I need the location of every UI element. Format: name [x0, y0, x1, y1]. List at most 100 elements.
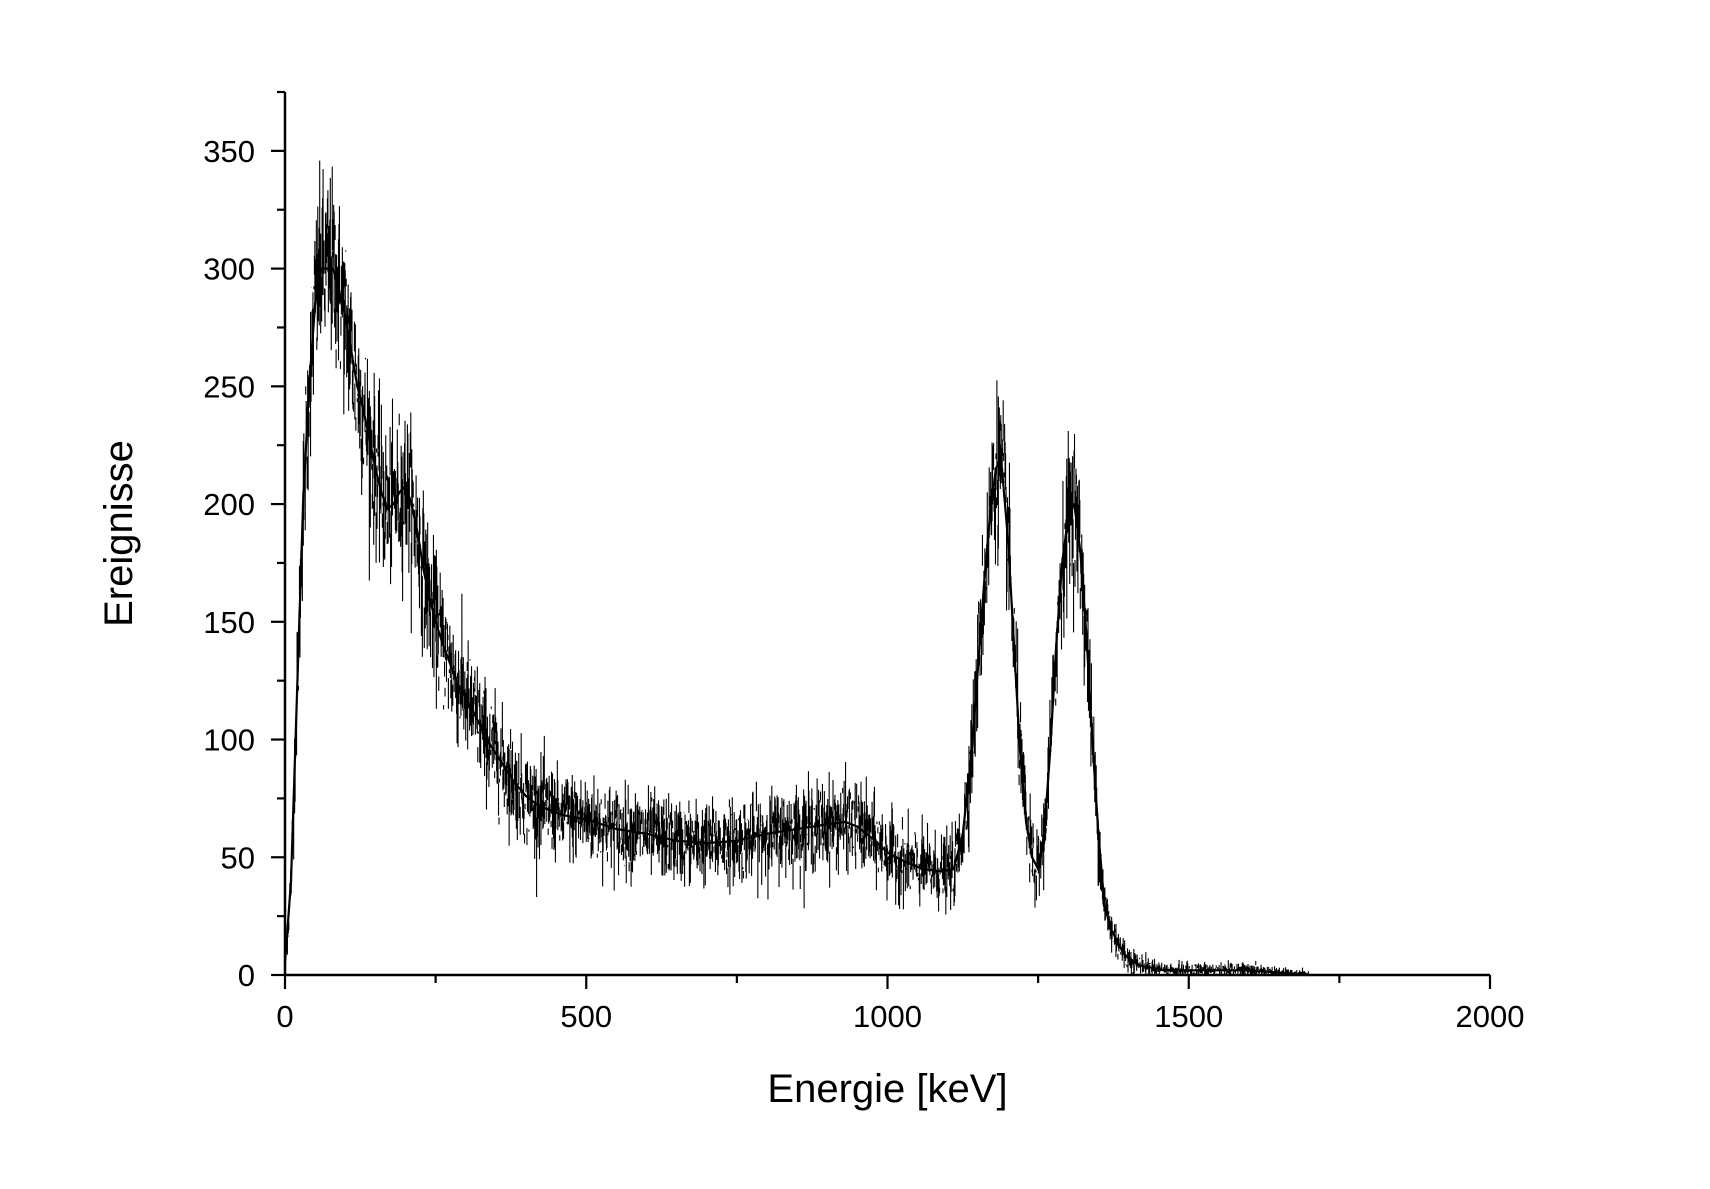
x-axis-ticks — [283, 975, 1492, 989]
data-point — [961, 832, 965, 835]
data-point — [856, 825, 859, 828]
data-point — [313, 302, 317, 306]
x-tick-label: 2000 — [1456, 999, 1525, 1034]
data-point — [560, 813, 564, 817]
data-point — [1036, 867, 1040, 871]
y-tick-label: 350 — [203, 134, 255, 169]
y-tick-label: 50 — [221, 840, 255, 875]
data-point — [524, 794, 528, 798]
data-point — [416, 531, 419, 534]
data-point — [1073, 502, 1076, 506]
data-point — [332, 267, 335, 270]
data-point — [440, 639, 443, 642]
data-point — [735, 839, 739, 842]
data-point — [1006, 538, 1010, 541]
x-tick-label: 500 — [560, 999, 612, 1034]
y-axis-title: Ereignisse — [97, 440, 141, 627]
data-point — [307, 385, 311, 388]
data-point — [356, 385, 359, 388]
x-axis-tick-labels: 0 500 1000 1500 2000 — [276, 999, 1524, 1034]
data-point — [1175, 969, 1178, 972]
data-point — [1079, 549, 1082, 553]
y-axis-ticks — [271, 90, 285, 977]
data-point — [386, 507, 389, 510]
data-point — [922, 867, 925, 871]
data-point — [1277, 971, 1281, 974]
data-point — [615, 827, 618, 831]
data-point — [1012, 644, 1016, 647]
data-point — [675, 839, 678, 842]
y-tick-label: 0 — [238, 958, 255, 993]
data-point — [1061, 561, 1064, 565]
data-point — [404, 484, 407, 487]
data-point — [988, 514, 992, 518]
data-point — [826, 823, 829, 826]
data-point — [434, 620, 437, 623]
data-point — [476, 719, 479, 722]
data-point — [994, 467, 998, 470]
data-point — [1085, 632, 1088, 635]
data-point — [976, 667, 980, 671]
data-point — [1139, 964, 1142, 967]
data-point — [874, 839, 877, 842]
data-point — [1091, 738, 1094, 741]
data-point — [795, 827, 799, 831]
x-tick-label: 1000 — [853, 999, 922, 1034]
data-point — [446, 655, 449, 659]
spectrum-noise — [284, 160, 1310, 975]
data-point — [1121, 950, 1124, 953]
data-points — [283, 267, 1311, 977]
data-point — [940, 870, 943, 873]
data-point — [301, 502, 305, 506]
data-point — [488, 743, 492, 746]
data-point — [886, 851, 889, 854]
data-point — [362, 408, 365, 412]
data-point — [982, 585, 986, 588]
spectrum-noise-path — [284, 160, 1310, 975]
data-point — [380, 491, 383, 494]
data-point — [295, 691, 299, 694]
data-point — [374, 467, 377, 470]
y-axis-tick-labels: 0 50 100 150 200 250 300 350 — [203, 134, 255, 993]
data-point — [1024, 820, 1028, 824]
data-point — [500, 761, 504, 765]
data-point — [428, 597, 431, 600]
data-point — [319, 267, 323, 270]
data-point — [1217, 969, 1221, 972]
data-point — [368, 436, 371, 440]
data-point — [458, 686, 461, 689]
data-point — [350, 349, 353, 353]
data-point — [645, 832, 648, 835]
data-point — [410, 502, 413, 506]
y-tick-label: 250 — [203, 369, 255, 404]
data-point — [573, 816, 576, 819]
data-point — [512, 780, 516, 784]
data-point — [1247, 969, 1251, 972]
data-point — [997, 460, 1001, 463]
y-tick-label: 150 — [203, 605, 255, 640]
data-point — [1018, 750, 1022, 753]
data-point — [1042, 832, 1046, 835]
data-point — [392, 502, 395, 506]
y-tick-label: 300 — [203, 252, 255, 287]
data-point — [904, 860, 907, 864]
data-point — [1109, 926, 1112, 930]
data-point — [585, 818, 588, 821]
data-point — [1097, 832, 1100, 835]
data-point — [1055, 644, 1058, 647]
data-point — [952, 867, 955, 871]
data-point — [765, 832, 769, 835]
data-point — [452, 672, 455, 675]
data-point — [1030, 856, 1034, 859]
data-point — [1187, 969, 1190, 972]
data-point — [325, 267, 329, 270]
y-tick-label: 100 — [203, 723, 255, 758]
data-point — [1127, 957, 1130, 960]
data-point — [1163, 969, 1166, 972]
data-point — [1048, 750, 1052, 753]
data-point — [1115, 938, 1118, 941]
data-point — [1067, 514, 1070, 518]
data-point — [844, 820, 847, 824]
x-tick-label: 1500 — [1154, 999, 1223, 1034]
